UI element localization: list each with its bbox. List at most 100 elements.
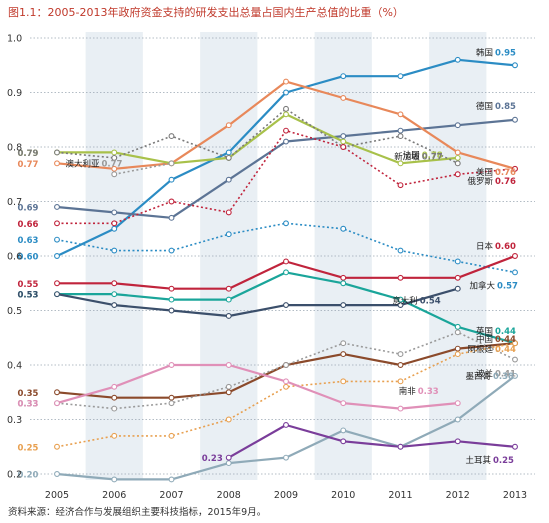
data-point	[454, 351, 461, 358]
data-point	[397, 127, 404, 134]
series-name-label: 南非	[399, 386, 417, 397]
end-value-label: 0.44	[495, 335, 516, 345]
data-point	[111, 247, 118, 254]
series-name-label: 美国	[476, 167, 493, 178]
data-point	[340, 274, 347, 281]
data-point	[54, 280, 60, 287]
data-point	[168, 247, 175, 254]
data-point	[512, 372, 518, 379]
x-tick-label: 2011	[388, 490, 412, 501]
series-line	[228, 423, 516, 459]
data-point	[397, 274, 404, 281]
data-point	[225, 389, 232, 396]
data-point	[512, 165, 518, 172]
data-point	[340, 133, 347, 140]
data-point	[397, 405, 404, 412]
data-point	[168, 214, 175, 221]
data-point	[54, 220, 60, 227]
data-point	[340, 94, 347, 101]
data-point	[111, 149, 118, 156]
data-point	[283, 422, 289, 428]
end-value-label: 0.76	[495, 177, 516, 187]
data-point	[512, 116, 518, 123]
series-name-label: 土耳其	[465, 455, 491, 466]
data-point	[225, 313, 232, 319]
end-value-label: 0.25	[493, 456, 514, 466]
data-point	[225, 383, 232, 390]
series-name-label: 墨西哥	[465, 372, 491, 382]
data-point	[283, 454, 289, 461]
start-value-label: 0.77	[18, 160, 39, 170]
data-point	[54, 253, 60, 259]
data-point	[454, 171, 461, 178]
data-point	[340, 438, 347, 445]
end-value-label: 0.44	[495, 345, 516, 355]
end-value-label: 0.57	[497, 281, 518, 291]
series-name-label: 波兰	[476, 369, 493, 380]
data-point	[512, 356, 518, 363]
data-point	[454, 56, 461, 63]
data-point	[454, 274, 461, 281]
data-point	[283, 138, 289, 145]
series-line	[57, 129, 516, 225]
y-tick-label: 1.0	[7, 34, 22, 45]
x-tick-label: 2005	[45, 490, 69, 501]
data-point	[111, 405, 118, 412]
data-point	[512, 253, 518, 259]
start-value-label: 0.23	[202, 454, 223, 464]
data-point	[168, 307, 175, 314]
data-point	[225, 231, 232, 238]
series-line	[56, 342, 516, 448]
data-point	[397, 247, 404, 254]
series-name-label: 日本	[476, 241, 494, 252]
y-tick-label: 0.5	[7, 306, 22, 317]
data-point	[111, 209, 118, 216]
data-point	[340, 144, 347, 150]
series-line	[56, 222, 516, 274]
data-point	[54, 400, 60, 407]
data-point	[54, 389, 60, 396]
data-point	[111, 165, 118, 172]
data-point	[225, 460, 232, 467]
grid-lines	[30, 37, 535, 475]
data-point	[111, 432, 118, 439]
series-line	[56, 363, 458, 410]
data-point	[168, 198, 175, 205]
data-point	[168, 362, 175, 368]
data-point	[454, 345, 461, 352]
data-point	[283, 362, 289, 368]
data-point	[225, 209, 232, 216]
data-point	[168, 133, 175, 140]
end-value-label: 0.77	[102, 159, 123, 169]
series-points	[54, 56, 518, 483]
data-point	[454, 329, 461, 336]
data-point	[397, 182, 404, 189]
data-point	[283, 127, 289, 134]
end-value-label: 0.76	[495, 168, 516, 178]
data-point	[111, 225, 118, 232]
data-point	[397, 378, 404, 385]
data-point	[168, 296, 175, 303]
data-point	[225, 416, 232, 423]
data-point	[225, 176, 232, 183]
data-point	[283, 89, 289, 96]
data-point	[225, 296, 232, 303]
end-value-label: 0.78	[422, 151, 443, 161]
y-tick-label: 0.9	[7, 88, 22, 99]
end-value-label: 0.77	[422, 152, 443, 162]
data-point	[512, 269, 518, 276]
end-value-label: 0.95	[495, 48, 516, 58]
data-point	[225, 362, 232, 368]
series-name-label: 俄罗斯	[467, 176, 493, 187]
data-point	[283, 111, 289, 118]
data-point	[168, 285, 175, 292]
start-value-label: 0.79	[18, 149, 39, 159]
x-tick-label: 2012	[446, 490, 470, 501]
data-point	[454, 285, 461, 292]
data-point	[397, 351, 404, 358]
data-point	[454, 122, 461, 129]
data-point	[340, 138, 347, 145]
end-value-label: 0.44	[495, 327, 516, 337]
start-value-label: 0.55	[18, 280, 39, 290]
data-point	[283, 378, 289, 385]
